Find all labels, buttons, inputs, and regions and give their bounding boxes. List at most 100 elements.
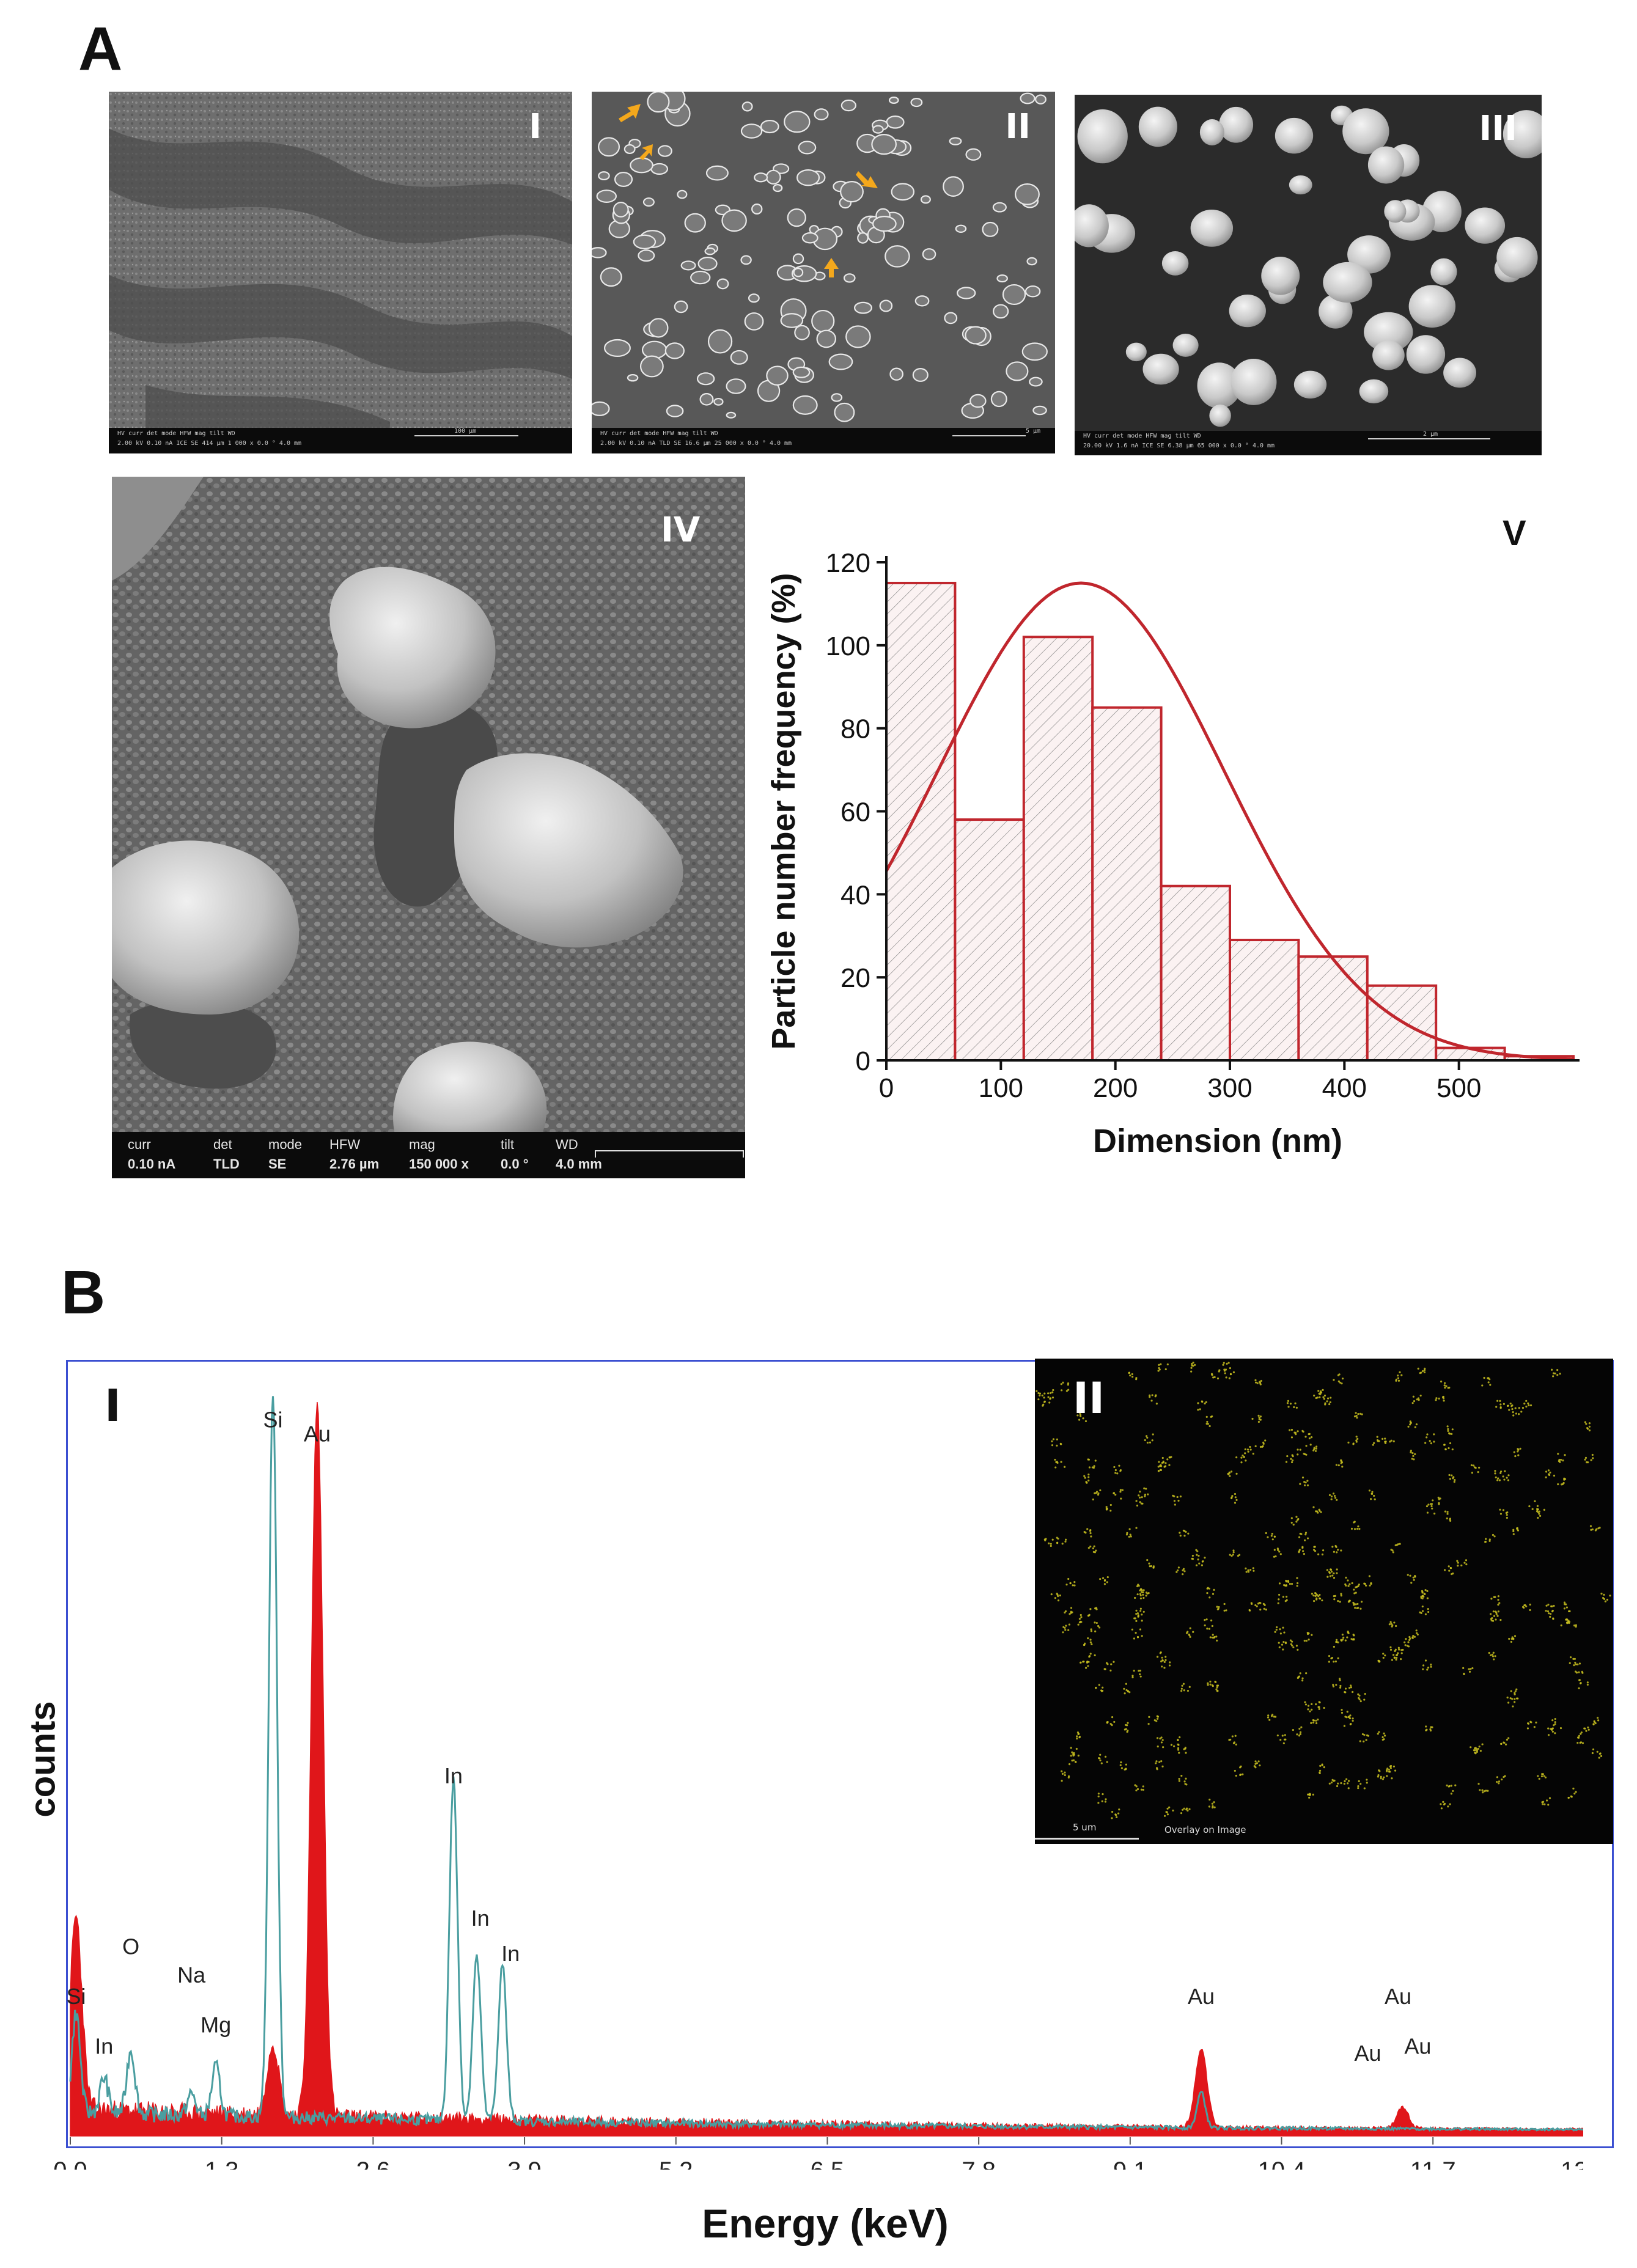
map-dot: [1106, 1722, 1109, 1724]
map-dot: [1257, 1420, 1260, 1423]
map-dot: [1364, 1582, 1366, 1585]
map-dot: [1225, 1376, 1227, 1379]
map-dot: [1565, 1606, 1568, 1609]
map-dot: [1400, 1649, 1403, 1651]
map-dot: [1296, 1733, 1298, 1736]
map-dot: [1303, 1453, 1305, 1455]
map-dot: [1356, 1437, 1359, 1440]
map-dot: [1584, 1421, 1587, 1423]
map-dot: [1225, 1609, 1227, 1612]
map-dot: [1140, 1788, 1143, 1791]
particle: [740, 123, 763, 139]
particle: [816, 329, 837, 348]
map-dot: [1064, 1774, 1066, 1777]
eds-map-scale-text: 5 um: [1073, 1822, 1097, 1833]
map-dot: [1353, 1521, 1356, 1523]
map-dot: [1077, 1623, 1080, 1626]
map-dot: [1064, 1538, 1067, 1541]
map-dot: [1330, 1498, 1333, 1500]
map-dot: [1332, 1685, 1335, 1688]
map-dot: [1506, 1697, 1509, 1699]
map-dot: [1087, 1479, 1090, 1482]
map-dot: [1497, 1610, 1500, 1613]
map-dot: [1536, 1508, 1539, 1510]
map-dot: [1098, 1684, 1100, 1686]
map-dot: [1245, 1571, 1248, 1573]
map-dot: [1548, 1612, 1550, 1615]
map-dot: [1056, 1536, 1058, 1539]
map-dot: [1337, 1641, 1339, 1643]
map-dot: [1298, 1728, 1301, 1730]
map-dot: [1545, 1799, 1548, 1802]
map-dot: [1064, 1466, 1066, 1468]
map-dot: [1148, 1716, 1150, 1718]
map-dot: [1185, 1777, 1187, 1780]
map-dot: [1198, 1562, 1201, 1565]
map-dot: [1422, 1668, 1424, 1670]
map-dot: [1503, 1742, 1506, 1744]
arrow-markers: [619, 104, 878, 277]
particle: [680, 260, 696, 271]
particle: [996, 274, 1008, 283]
map-dot: [1161, 1656, 1163, 1659]
particle: [612, 202, 629, 218]
map-dot: [1205, 1401, 1207, 1403]
map-dot: [1073, 1753, 1076, 1756]
map-dot: [1317, 1390, 1320, 1392]
scale-bar-ii: [952, 435, 1026, 436]
map-dot: [1051, 1396, 1054, 1399]
map-dot: [1499, 1403, 1502, 1406]
x-tick-label: 1.3: [205, 2157, 239, 2170]
map-dot: [1440, 1807, 1443, 1810]
map-dot: [1039, 1394, 1041, 1396]
map-dot: [1178, 1778, 1180, 1780]
map-dot: [1201, 1400, 1203, 1403]
map-dot: [1365, 1584, 1367, 1587]
map-dot: [1160, 1760, 1163, 1763]
eds-map-dots: [1036, 1361, 1611, 1819]
peak-label: Na: [177, 1962, 206, 1987]
map-dot: [1290, 1521, 1293, 1524]
map-dot: [1547, 1727, 1550, 1730]
map-dot: [1104, 1755, 1107, 1758]
map-dot: [1138, 1670, 1140, 1672]
map-dot: [1252, 1567, 1254, 1569]
map-dot: [1109, 1510, 1112, 1512]
map-dot: [1314, 1546, 1316, 1548]
particle: [1190, 209, 1234, 247]
map-dot: [1437, 1496, 1440, 1499]
map-dot: [1373, 1494, 1375, 1497]
particle: [1384, 200, 1407, 223]
map-dot: [1213, 1376, 1216, 1378]
map-dot: [1166, 1807, 1169, 1810]
map-dot: [1068, 1763, 1071, 1766]
map-dot: [1263, 1607, 1265, 1610]
map-dot: [1512, 1529, 1515, 1531]
map-dot: [1335, 1684, 1337, 1686]
map-dot: [1539, 1514, 1542, 1517]
map-dot: [1183, 1748, 1185, 1750]
eds-xlabel: Energy (keV): [702, 2201, 949, 2246]
map-dot: [1271, 1538, 1274, 1541]
map-dot: [1549, 1471, 1551, 1474]
map-dot: [1407, 1574, 1409, 1576]
map-dot: [1076, 1735, 1078, 1738]
map-dot: [1144, 1495, 1146, 1497]
particle: [982, 221, 999, 237]
map-dot: [1421, 1610, 1424, 1612]
map-dot: [1312, 1506, 1315, 1508]
map-dot: [1440, 1803, 1442, 1805]
map-dot: [1064, 1540, 1067, 1543]
map-dot: [1312, 1595, 1315, 1597]
map-dot: [1352, 1719, 1354, 1722]
map-dot: [1499, 1407, 1502, 1409]
map-dot: [1160, 1736, 1163, 1739]
map-dot: [1477, 1783, 1480, 1785]
map-dot: [1287, 1400, 1290, 1402]
map-dot: [1303, 1484, 1306, 1486]
map-dot: [1344, 1687, 1347, 1690]
map-dot: [1298, 1549, 1301, 1551]
map-dot: [1295, 1433, 1297, 1436]
map-dot: [1054, 1597, 1057, 1599]
map-dot: [1603, 1598, 1606, 1600]
